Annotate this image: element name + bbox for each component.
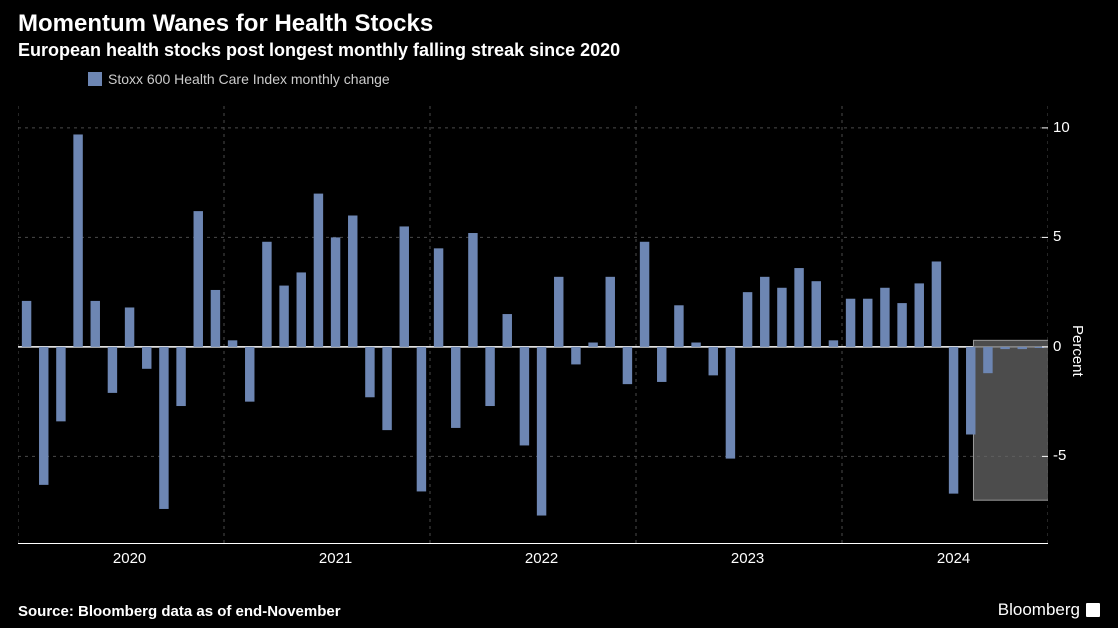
x-tick-label: 2021 [319, 550, 352, 567]
x-tick-label: 2023 [731, 550, 764, 567]
chart-subtitle: European health stocks post longest mont… [0, 40, 1118, 67]
y-axis-title: Percent [1069, 325, 1086, 377]
brand-label: Bloomberg [998, 600, 1080, 620]
x-axis-ticks: 2020 2021 2022 2023 2024 [18, 550, 1048, 570]
legend-swatch [88, 72, 102, 86]
y-tick-label: 0 [1053, 338, 1061, 355]
bar-chart-svg [18, 106, 1048, 544]
chart-container: Momentum Wanes for Health Stocks Europea… [0, 0, 1118, 628]
source-text: Source: Bloomberg data as of end-Novembe… [18, 603, 341, 620]
footer: Source: Bloomberg data as of end-Novembe… [0, 594, 1118, 628]
x-tick-label: 2020 [113, 550, 146, 567]
brand: Bloomberg [998, 600, 1100, 620]
y-tick-label: -5 [1053, 447, 1066, 464]
legend: Stoxx 600 Health Care Index monthly chan… [0, 67, 1118, 91]
chart-title: Momentum Wanes for Health Stocks [0, 0, 1118, 40]
y-tick-label: 5 [1053, 228, 1061, 245]
y-tick-label: 10 [1053, 119, 1070, 136]
plot-area [18, 106, 1048, 544]
x-tick-label: 2024 [937, 550, 970, 567]
bloomberg-icon [1086, 603, 1100, 617]
legend-label: Stoxx 600 Health Care Index monthly chan… [108, 71, 390, 87]
x-tick-label: 2022 [525, 550, 558, 567]
